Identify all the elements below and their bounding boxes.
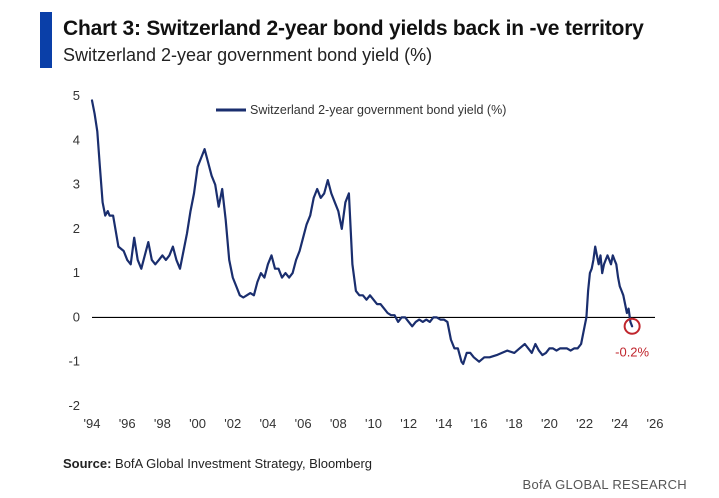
y-tick-label: 3: [73, 177, 80, 192]
x-tick-label: '12: [400, 416, 417, 431]
chart-title: Chart 3: Switzerland 2-year bond yields …: [63, 17, 644, 40]
source-note: Source: BofA Global Investment Strategy,…: [63, 456, 372, 471]
annotation-circle: [623, 317, 641, 335]
x-tick-label: '26: [647, 416, 664, 431]
y-tick-label: 5: [73, 88, 80, 103]
x-tick-label: '94: [84, 416, 101, 431]
x-tick-label: '16: [471, 416, 488, 431]
source-label: Source:: [63, 456, 112, 471]
y-tick-label: -1: [68, 354, 80, 369]
title-accent-bar: [40, 12, 52, 68]
x-tick-label: '00: [189, 416, 206, 431]
x-tick-label: '02: [224, 416, 241, 431]
y-tick-label: 4: [73, 132, 80, 147]
brand-footer: BofA GLOBAL RESEARCH: [522, 477, 687, 492]
source-text: BofA Global Investment Strategy, Bloombe…: [115, 456, 373, 471]
y-tick-label: 0: [73, 309, 80, 324]
legend-label: Switzerland 2-year government bond yield…: [250, 103, 506, 117]
x-tick-label: '20: [541, 416, 558, 431]
y-tick-label: -2: [68, 398, 80, 413]
x-tick-label: '18: [506, 416, 523, 431]
x-tick-label: '98: [154, 416, 171, 431]
x-tick-label: '22: [576, 416, 593, 431]
x-tick-label: '06: [295, 416, 312, 431]
x-tick-label: '24: [611, 416, 628, 431]
chart-subtitle: Switzerland 2-year government bond yield…: [63, 45, 433, 65]
y-tick-label: 1: [73, 265, 80, 280]
x-tick-label: '96: [119, 416, 136, 431]
y-tick-label: 2: [73, 221, 80, 236]
series-line: [90, 99, 634, 365]
x-tick-label: '14: [435, 416, 452, 431]
x-tick-label: '04: [259, 416, 276, 431]
x-tick-label: '10: [365, 416, 382, 431]
annotation-label: -0.2%: [615, 344, 649, 359]
x-tick-label: '08: [330, 416, 347, 431]
